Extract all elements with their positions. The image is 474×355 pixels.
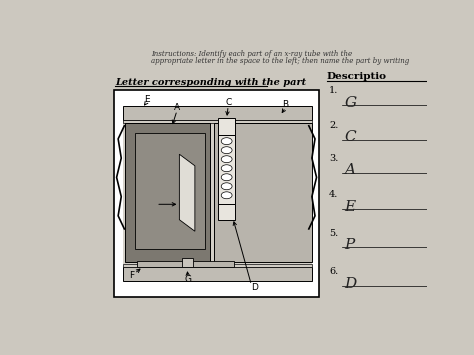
- Bar: [123, 120, 312, 124]
- Bar: [135, 133, 205, 249]
- Bar: [214, 124, 312, 262]
- Text: A: A: [174, 103, 180, 112]
- Bar: [113, 90, 319, 297]
- Bar: [123, 124, 312, 264]
- Bar: [218, 204, 235, 220]
- Text: D: D: [251, 283, 258, 292]
- Bar: [218, 135, 235, 204]
- Text: G: G: [345, 96, 356, 110]
- Text: appropriate letter in the space to the left; then name the part by writing: appropriate letter in the space to the l…: [151, 57, 409, 65]
- Bar: [218, 118, 235, 135]
- Text: G: G: [184, 275, 191, 284]
- Bar: [123, 267, 312, 281]
- Text: 2.: 2.: [329, 121, 338, 130]
- Bar: [125, 124, 210, 262]
- Text: B: B: [283, 100, 289, 109]
- Text: P: P: [345, 238, 355, 252]
- Text: 1.: 1.: [329, 87, 338, 95]
- Ellipse shape: [221, 147, 232, 154]
- Text: D: D: [345, 277, 357, 291]
- Text: C: C: [225, 98, 231, 107]
- Bar: [137, 261, 234, 267]
- Ellipse shape: [221, 174, 232, 181]
- Text: Descriptio: Descriptio: [327, 72, 387, 81]
- Ellipse shape: [221, 156, 232, 163]
- Text: Letter corresponding with the part: Letter corresponding with the part: [115, 78, 306, 87]
- Ellipse shape: [221, 138, 232, 144]
- Ellipse shape: [221, 183, 232, 190]
- Bar: [123, 264, 312, 267]
- Text: Instructions: Identify each part of an x-ray tube with the: Instructions: Identify each part of an x…: [151, 50, 352, 58]
- Text: 5.: 5.: [329, 229, 338, 238]
- Ellipse shape: [221, 192, 232, 199]
- Text: 3.: 3.: [329, 154, 338, 163]
- Polygon shape: [179, 154, 195, 231]
- Bar: [182, 258, 192, 267]
- Text: A: A: [345, 164, 356, 178]
- Text: C: C: [345, 130, 356, 144]
- Text: E: E: [144, 95, 150, 104]
- Ellipse shape: [221, 165, 232, 172]
- Bar: [123, 106, 312, 120]
- Text: 4.: 4.: [329, 190, 338, 200]
- Text: E: E: [345, 200, 356, 214]
- Text: 6.: 6.: [329, 267, 338, 277]
- Text: F: F: [129, 271, 134, 280]
